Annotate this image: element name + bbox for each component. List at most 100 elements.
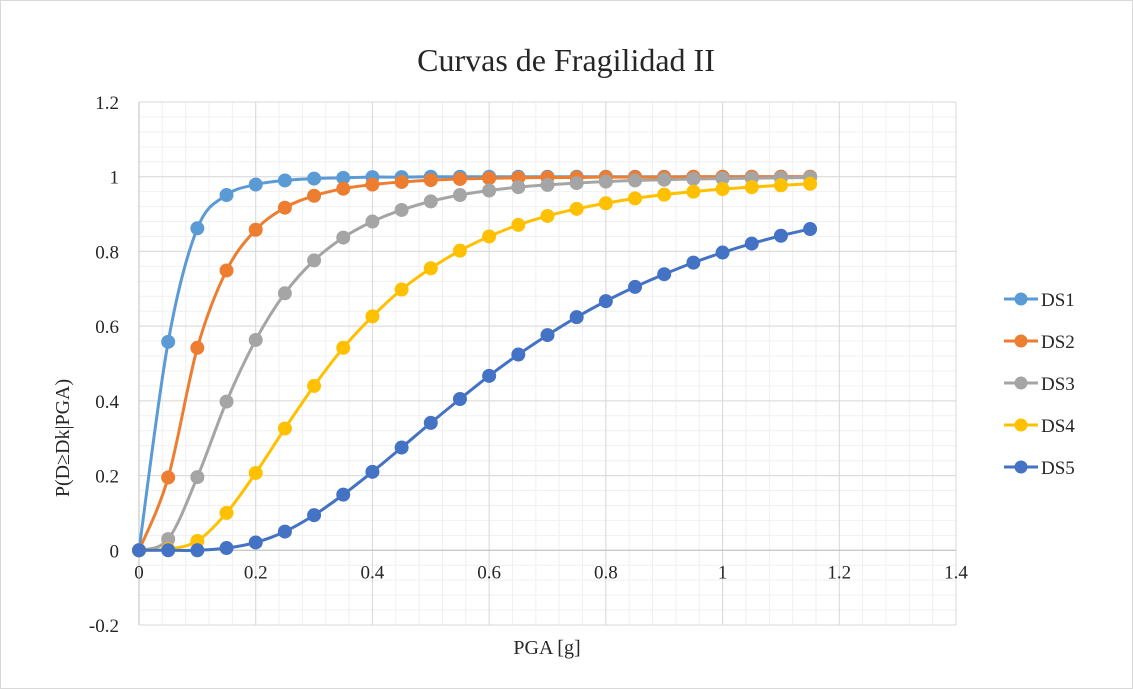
data-point-ds4 xyxy=(307,378,322,393)
y-tick-label: 0 xyxy=(110,541,120,562)
data-point-ds1 xyxy=(307,171,322,186)
y-tick-label: 0.2 xyxy=(95,467,119,488)
data-point-ds5 xyxy=(394,440,409,455)
data-point-ds3 xyxy=(540,177,555,192)
legend-label-ds4: DS4 xyxy=(1041,416,1075,437)
legend: DS1 DS2 DS3 DS4 DS5 xyxy=(1004,290,1075,479)
data-point-ds5 xyxy=(540,328,555,343)
data-point-ds3 xyxy=(394,202,409,217)
x-tick-label: 1.4 xyxy=(944,562,968,583)
x-tick-label: 1 xyxy=(718,562,728,583)
data-point-ds2 xyxy=(423,173,438,188)
data-point-ds5 xyxy=(365,464,380,479)
data-point-ds4 xyxy=(628,191,643,206)
data-point-ds5 xyxy=(773,228,788,243)
data-point-ds3 xyxy=(569,176,584,191)
data-point-ds4 xyxy=(394,282,409,297)
data-point-ds3 xyxy=(598,174,613,189)
data-point-ds2 xyxy=(365,177,380,192)
data-point-ds4 xyxy=(715,182,730,197)
data-point-ds4 xyxy=(511,217,526,232)
data-point-ds2 xyxy=(482,171,497,186)
data-point-ds4 xyxy=(744,180,759,195)
data-point-ds1 xyxy=(277,173,292,188)
data-point-ds5 xyxy=(307,508,322,523)
data-point-ds4 xyxy=(773,178,788,193)
data-point-ds3 xyxy=(511,180,526,195)
data-point-ds2 xyxy=(307,188,322,203)
data-point-ds3 xyxy=(336,230,351,245)
tick-labels: 0 0.2 0.4 0.6 0.8 1 1.2 1.4 -0.2 0 0.2 0.4 0.6 0.8 1 1.… xyxy=(89,93,968,637)
y-tick-label: -0.2 xyxy=(89,616,119,637)
data-point-ds5 xyxy=(423,415,438,430)
data-point-ds5 xyxy=(715,245,730,260)
data-point-ds4 xyxy=(803,176,818,191)
legend-label-ds3: DS3 xyxy=(1041,374,1075,395)
data-point-ds4 xyxy=(686,184,701,199)
data-point-ds5 xyxy=(190,543,205,558)
data-point-ds2 xyxy=(248,222,263,237)
data-point-ds4 xyxy=(452,243,467,258)
data-point-ds5 xyxy=(569,310,584,325)
data-point-ds4 xyxy=(365,309,380,324)
data-point-ds5 xyxy=(511,347,526,362)
legend-marker-ds4 xyxy=(1014,418,1028,432)
data-point-ds2 xyxy=(394,174,409,189)
y-tick-label: 0.4 xyxy=(95,392,119,413)
series-layer xyxy=(132,169,818,558)
data-point-ds3 xyxy=(423,194,438,209)
data-point-ds4 xyxy=(219,505,234,520)
legend-label-ds5: DS5 xyxy=(1041,458,1075,479)
data-point-ds5 xyxy=(744,236,759,251)
data-point-ds5 xyxy=(657,267,672,282)
data-point-ds4 xyxy=(657,187,672,202)
data-point-ds4 xyxy=(540,208,555,223)
data-point-ds3 xyxy=(190,470,205,485)
data-point-ds2 xyxy=(336,181,351,196)
data-point-ds3 xyxy=(482,183,497,198)
legend-marker-ds2 xyxy=(1014,334,1028,348)
axes xyxy=(138,102,956,625)
x-tick-label: 0 xyxy=(134,562,144,583)
x-tick-label: 0.6 xyxy=(477,562,501,583)
data-point-ds4 xyxy=(598,196,613,211)
data-point-ds5 xyxy=(277,524,292,539)
y-axis-title: P(D≥Dk|PGA) xyxy=(52,379,74,497)
data-point-ds1 xyxy=(219,188,234,203)
data-point-ds4 xyxy=(569,201,584,216)
x-tick-label: 0.8 xyxy=(594,562,618,583)
data-point-ds3 xyxy=(365,214,380,229)
data-point-ds1 xyxy=(161,334,176,349)
legend-marker-ds5 xyxy=(1014,460,1028,474)
legend-marker-ds3 xyxy=(1014,376,1028,390)
data-point-ds1 xyxy=(248,177,263,192)
data-point-ds3 xyxy=(219,394,234,409)
x-axis-title: PGA [g] xyxy=(513,637,580,659)
legend-label-ds2: DS2 xyxy=(1041,332,1075,353)
y-tick-label: 0.6 xyxy=(95,317,119,338)
data-point-ds5 xyxy=(452,391,467,406)
data-point-ds4 xyxy=(277,421,292,436)
x-tick-label: 0.2 xyxy=(244,562,268,583)
data-point-ds3 xyxy=(628,173,643,188)
data-point-ds3 xyxy=(277,286,292,301)
data-point-ds4 xyxy=(336,340,351,355)
series-line-ds4 xyxy=(138,182,811,552)
data-point-ds3 xyxy=(307,253,322,268)
data-point-ds3 xyxy=(686,171,701,186)
data-point-ds5 xyxy=(598,294,613,309)
data-point-ds1 xyxy=(190,221,205,236)
data-point-ds5 xyxy=(628,279,643,294)
series-line-ds5 xyxy=(138,227,811,552)
y-tick-label: 1 xyxy=(110,168,120,189)
data-point-ds2 xyxy=(452,171,467,186)
data-point-ds2 xyxy=(219,263,234,278)
data-point-ds2 xyxy=(161,470,176,485)
data-point-ds5 xyxy=(482,368,497,383)
x-tick-label: 1.2 xyxy=(827,562,851,583)
data-point-ds4 xyxy=(482,229,497,244)
data-point-ds3 xyxy=(657,172,672,187)
data-point-ds5 xyxy=(248,535,263,550)
